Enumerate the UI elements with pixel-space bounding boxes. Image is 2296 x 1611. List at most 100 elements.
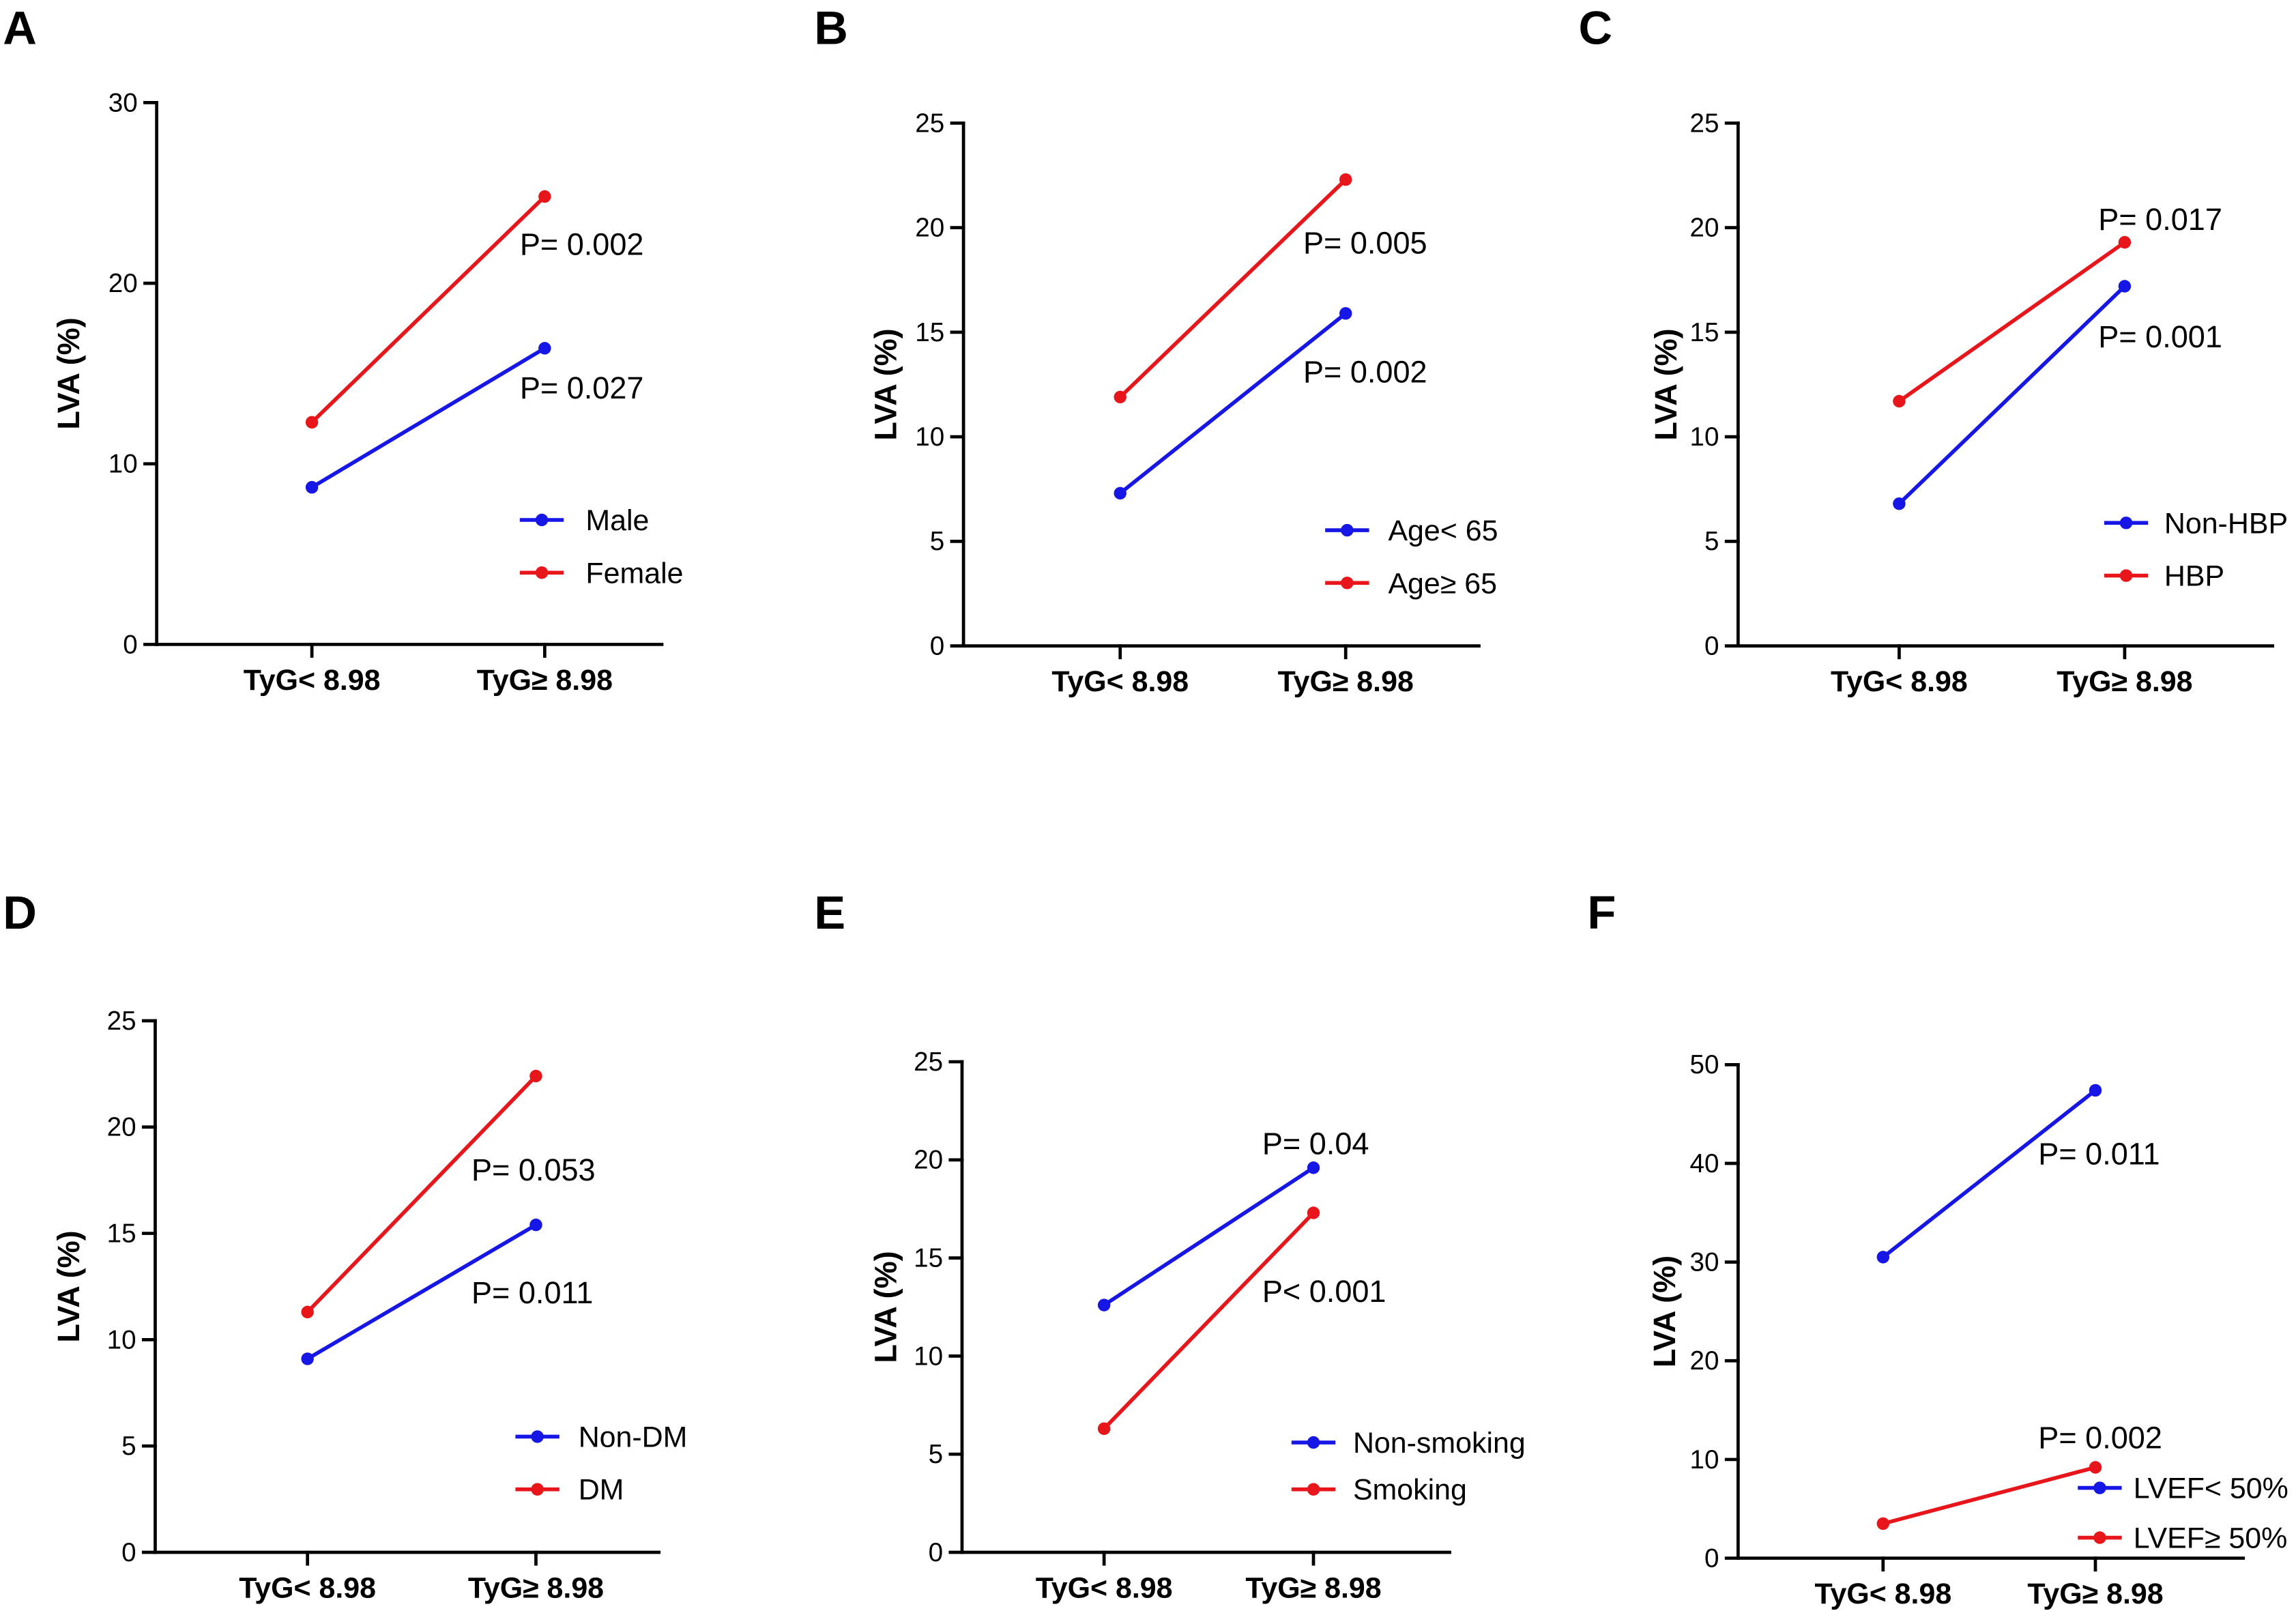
p-value-annotation: P= 0.04 bbox=[1262, 1126, 1369, 1161]
legend-item-age-lt-65: Age< 65 bbox=[1325, 514, 1498, 547]
data-point-non-smoking bbox=[1307, 1161, 1320, 1174]
x-tick-label: TyG< 8.98 bbox=[1814, 1578, 1951, 1610]
data-point-age-lt-65 bbox=[1114, 487, 1127, 500]
y-tick-label: 10 bbox=[914, 1341, 943, 1371]
series-lvef-lt-50pct bbox=[1876, 1084, 2102, 1264]
legend-label: Non-smoking bbox=[1353, 1427, 1526, 1460]
data-point-age-ge-65 bbox=[1114, 390, 1127, 404]
p-value-annotation: P< 0.001 bbox=[1262, 1274, 1386, 1309]
y-tick-label: 0 bbox=[121, 1538, 136, 1567]
legend-marker bbox=[531, 1430, 544, 1443]
data-point-age-lt-65 bbox=[1339, 307, 1352, 320]
y-tick-label: 50 bbox=[1690, 1050, 1719, 1079]
data-point-age-ge-65 bbox=[1339, 173, 1352, 186]
x-tick-label: TyG≥ 8.98 bbox=[1245, 1572, 1381, 1605]
series-line-non-smoking bbox=[1103, 1166, 1315, 1307]
p-value-annotation: P= 0.017 bbox=[2098, 202, 2222, 237]
y-tick-label: 20 bbox=[1690, 1346, 1719, 1376]
y-tick-label: 15 bbox=[1690, 318, 1719, 347]
p-value-annotation: P= 0.002 bbox=[520, 227, 644, 262]
y-tick-label: 10 bbox=[1690, 1445, 1719, 1475]
legend-marker bbox=[535, 566, 549, 579]
series-non-hbp bbox=[1893, 280, 2132, 510]
panel-c: C 0 5 10 15 20 25 TyG< 8.98 TyG≥ 8.98 LVA (%) Non-… bbox=[1578, 2, 2288, 699]
y-tick-label: 0 bbox=[123, 630, 137, 659]
data-point-female bbox=[538, 190, 551, 203]
data-point-male bbox=[305, 480, 319, 494]
y-tick-label: 20 bbox=[108, 269, 138, 298]
x-tick-label: TyG< 8.98 bbox=[239, 1572, 376, 1605]
y-tick-label: 25 bbox=[107, 1006, 136, 1036]
data-point-dm bbox=[301, 1305, 314, 1319]
y-axis-label: LVA (%) bbox=[1648, 328, 1683, 440]
y-tick-label: 0 bbox=[930, 631, 944, 661]
legend-marker bbox=[1307, 1436, 1320, 1449]
series-line-male bbox=[310, 346, 546, 489]
p-value-annotation: P= 0.053 bbox=[471, 1152, 596, 1187]
series-age-ge-65 bbox=[1114, 173, 1352, 404]
series-line-age-lt-65 bbox=[1118, 312, 1347, 495]
y-tick-label: 20 bbox=[915, 214, 944, 243]
series-line-lvef-lt-50pct bbox=[1882, 1088, 2097, 1259]
x-tick-label: TyG≥ 8.98 bbox=[2027, 1578, 2163, 1610]
y-tick-label: 10 bbox=[107, 1325, 136, 1354]
legend-item-smoking: Smoking bbox=[1291, 1474, 1467, 1507]
series-dm bbox=[301, 1069, 542, 1319]
y-axis-label: LVA (%) bbox=[1647, 1256, 1682, 1367]
y-axis-label: LVA (%) bbox=[51, 317, 86, 429]
legend-marker bbox=[535, 513, 549, 527]
data-point-hbp bbox=[1893, 394, 1906, 408]
series-line-dm bbox=[306, 1075, 538, 1314]
y-tick-label: 20 bbox=[107, 1113, 136, 1142]
y-tick-label: 25 bbox=[1690, 108, 1719, 138]
panel-d: D 0 5 10 15 20 25 TyG< 8.98 TyG≥ 8.98 LVA (%) Non-… bbox=[3, 886, 687, 1605]
legend-marker bbox=[531, 1483, 544, 1496]
panel-label: B bbox=[814, 2, 848, 55]
data-point-lvef-ge-50pct bbox=[2089, 1461, 2102, 1474]
series-line-smoking bbox=[1103, 1211, 1316, 1430]
data-point-female bbox=[305, 416, 319, 429]
x-tick-label: TyG< 8.98 bbox=[1051, 665, 1189, 698]
y-tick-label: 0 bbox=[929, 1538, 943, 1567]
data-point-non-hbp bbox=[1893, 497, 1906, 510]
legend-item-hbp: HBP bbox=[2104, 560, 2224, 593]
series-line-non-dm bbox=[306, 1223, 537, 1361]
panel-label: E bbox=[814, 886, 845, 939]
x-tick-label: TyG< 8.98 bbox=[1036, 1572, 1173, 1605]
p-value-annotation: P= 0.005 bbox=[1303, 225, 1427, 260]
y-axis-label: LVA (%) bbox=[51, 1230, 86, 1342]
data-point-non-dm bbox=[301, 1352, 314, 1365]
y-tick-label: 25 bbox=[914, 1047, 943, 1077]
y-tick-label: 15 bbox=[107, 1219, 136, 1248]
legend-marker bbox=[2119, 569, 2133, 582]
y-tick-label: 30 bbox=[108, 88, 138, 117]
y-tick-label: 25 bbox=[915, 108, 944, 138]
legend-label: Male bbox=[585, 504, 649, 537]
y-tick-label: 0 bbox=[1704, 1543, 1719, 1573]
legend-marker bbox=[2119, 517, 2133, 529]
x-tick-label: TyG≥ 8.98 bbox=[468, 1572, 604, 1605]
x-tick-label: TyG≥ 8.98 bbox=[2057, 665, 2192, 698]
y-tick-label: 15 bbox=[914, 1244, 943, 1273]
y-tick-label: 20 bbox=[914, 1146, 943, 1175]
legend-item-dm: DM bbox=[515, 1474, 624, 1507]
legend-item-non-smoking: Non-smoking bbox=[1291, 1427, 1526, 1460]
y-tick-label: 10 bbox=[108, 450, 138, 479]
y-tick-label: 15 bbox=[915, 318, 944, 347]
data-point-hbp bbox=[2118, 235, 2132, 249]
legend-label: LVEF< 50% bbox=[2134, 1472, 2288, 1505]
data-point-dm bbox=[529, 1069, 542, 1083]
legend-marker bbox=[1341, 523, 1354, 537]
p-value-annotation: P= 0.011 bbox=[471, 1275, 593, 1310]
data-point-smoking bbox=[1097, 1422, 1111, 1436]
y-axis-label: LVA (%) bbox=[868, 328, 903, 440]
legend-label: Age≥ 65 bbox=[1388, 567, 1497, 600]
series-line-lvef-ge-50pct bbox=[1883, 1465, 2096, 1526]
y-tick-label: 5 bbox=[930, 527, 944, 556]
legend-item-male: Male bbox=[519, 504, 649, 537]
panel-label: C bbox=[1578, 2, 1612, 55]
series-non-dm bbox=[301, 1218, 542, 1365]
panel-label: A bbox=[3, 2, 37, 55]
legend-label: Smoking bbox=[1353, 1474, 1467, 1507]
